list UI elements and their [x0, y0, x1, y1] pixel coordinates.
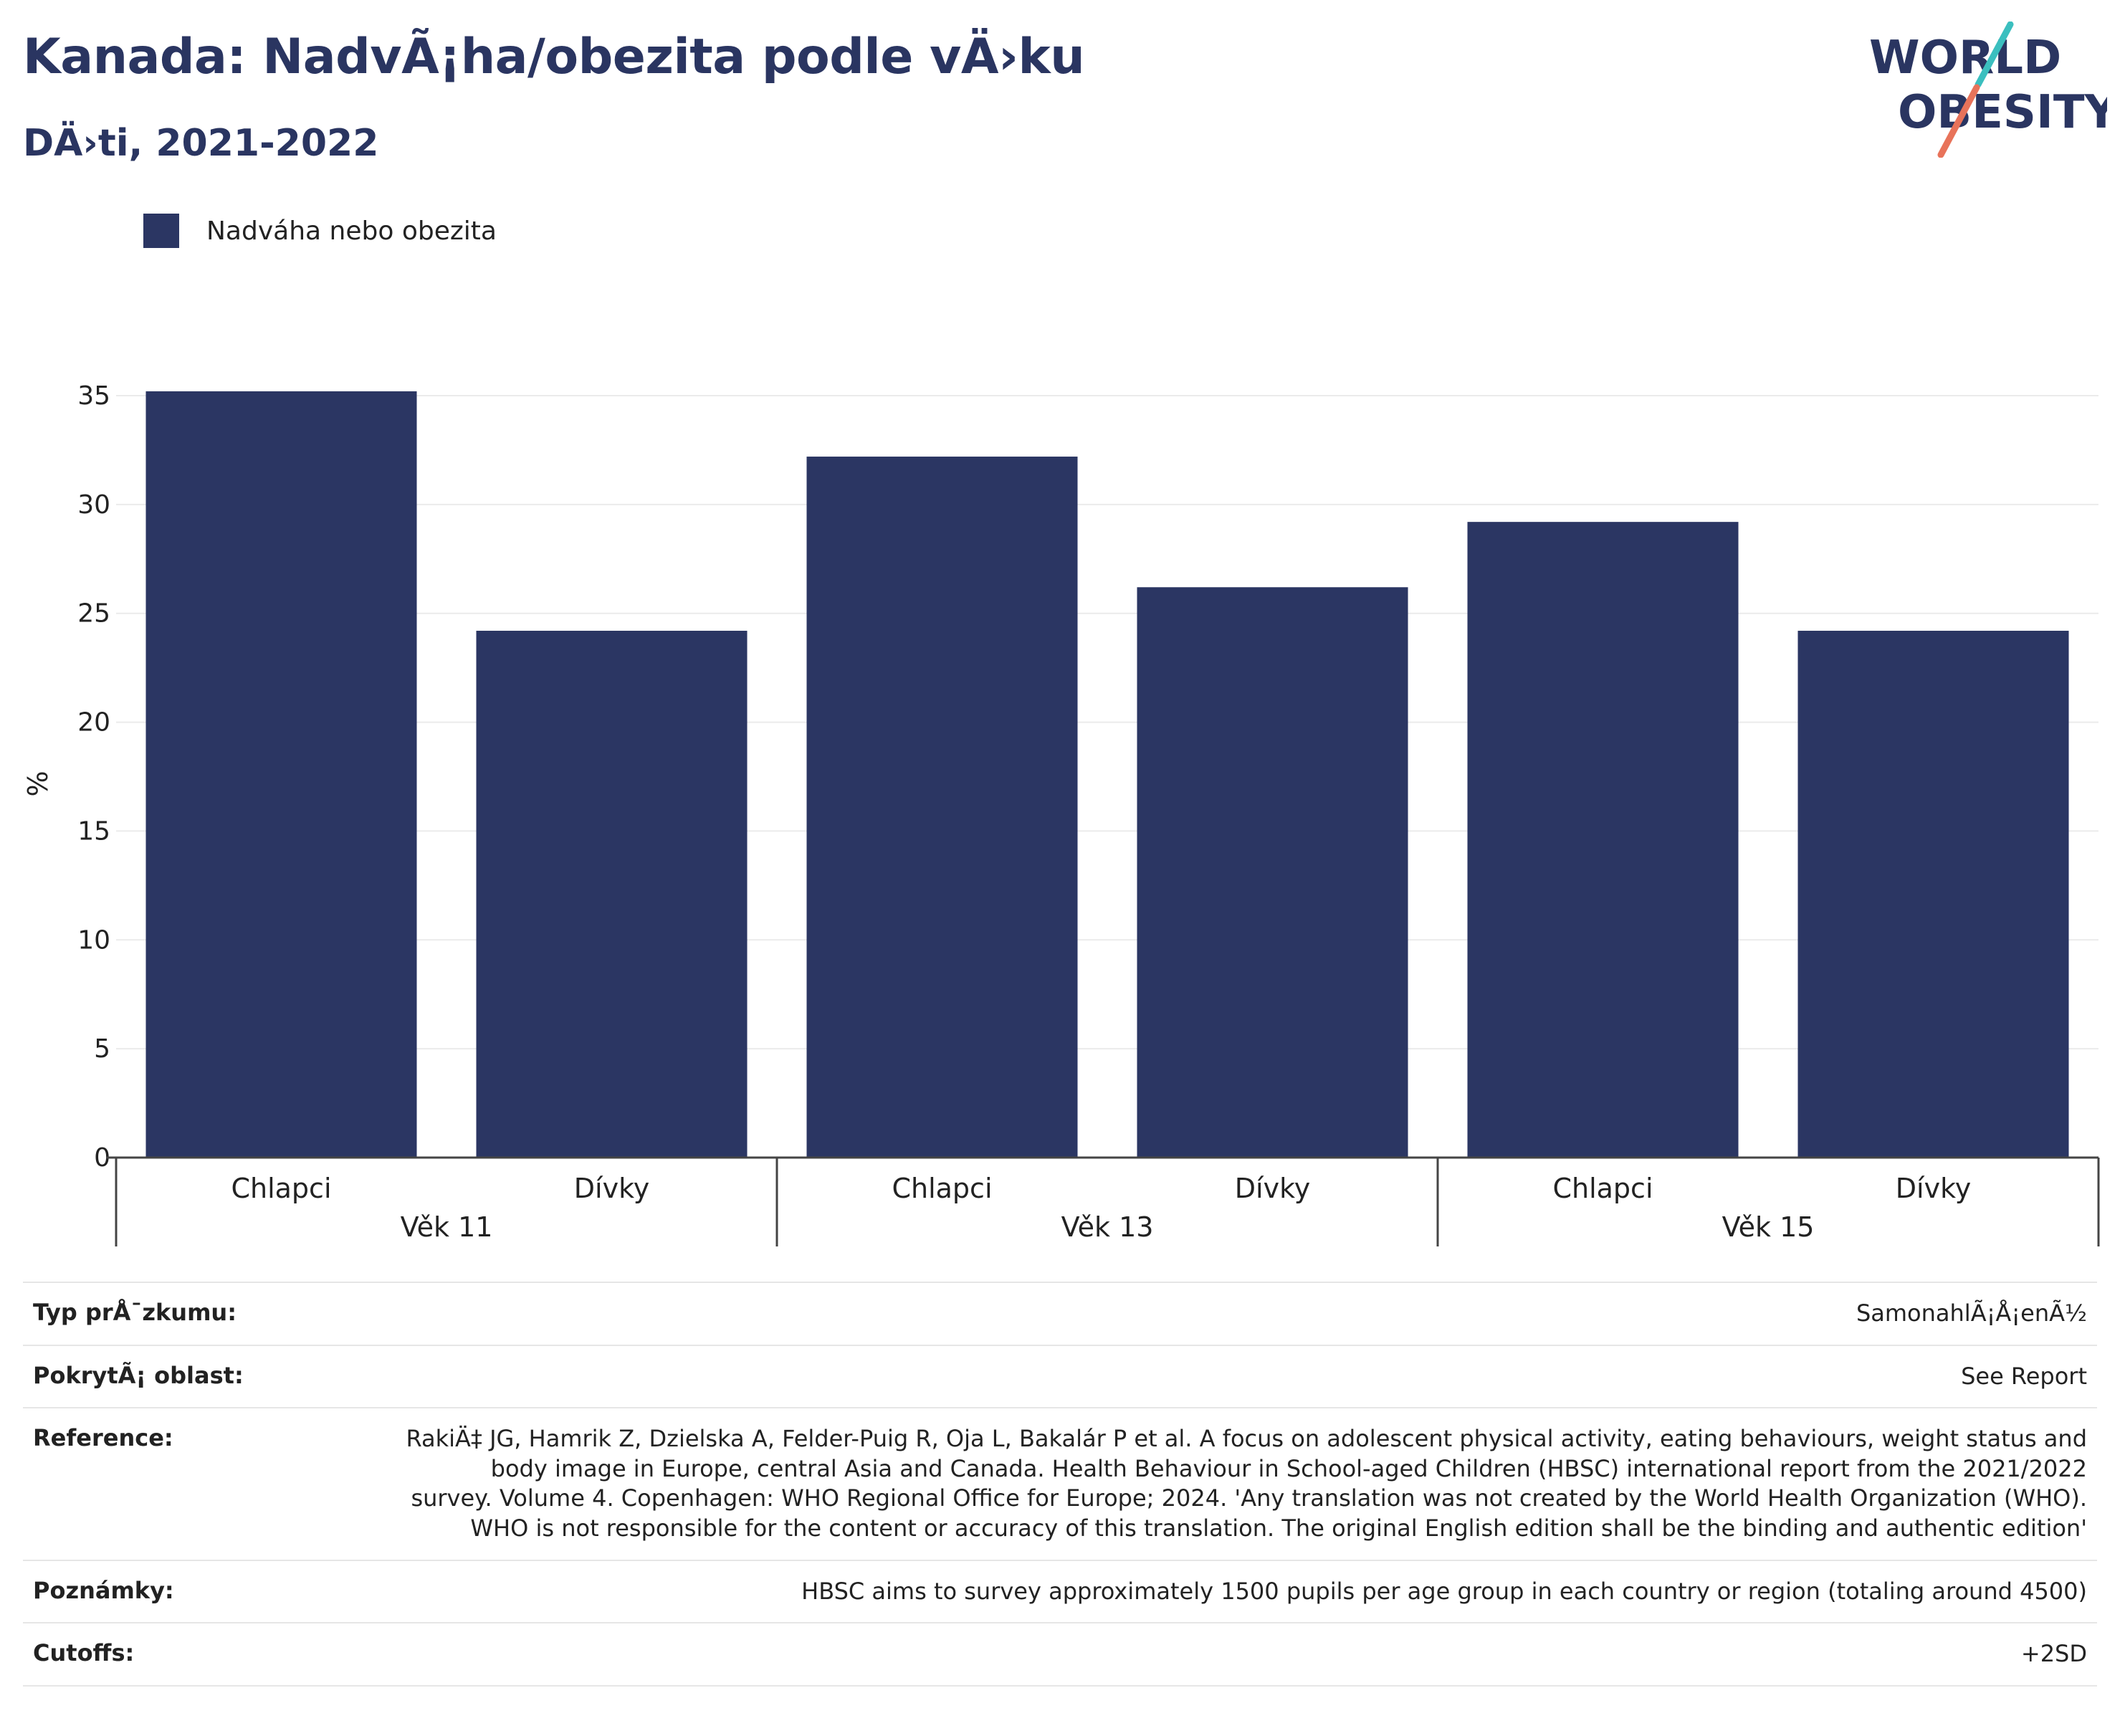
logo-slash-teal [1975, 22, 2014, 88]
x-category-label: Dívky [1235, 1173, 1310, 1204]
y-tick-label: 20 [77, 708, 110, 738]
bar [145, 391, 417, 1158]
bar [806, 457, 1078, 1158]
meta-value: See Report [1961, 1362, 2087, 1390]
logo-line1: WORLD [1869, 32, 2061, 85]
chart-subtitle: DÄ›ti, 2021-2022 [23, 122, 379, 165]
bar [1797, 631, 2069, 1158]
legend-swatch [143, 214, 179, 248]
x-group-label: Věk 11 [401, 1211, 493, 1243]
legend-label: Nadváha nebo obezita [206, 216, 497, 246]
y-axis-label: % [22, 771, 54, 796]
meta-row: Typ prÅ¯zkumu: SamonahlÃ¡Å¡enÃ½ [23, 1282, 2097, 1345]
legend: Nadváha nebo obezita [143, 214, 497, 248]
x-group-label: Věk 15 [1722, 1211, 1815, 1243]
y-tick-label: 15 [77, 816, 110, 846]
logo-line2: OBESITY [1898, 86, 2107, 139]
y-tick-label: 30 [77, 490, 110, 520]
meta-value: SamonahlÃ¡Å¡enÃ½ [1856, 1299, 2087, 1327]
meta-key: Typ prÅ¯zkumu: [33, 1299, 237, 1326]
chart-title: Kanada: NadvÃ¡ha/obezita podle vÄ›ku [23, 29, 1085, 85]
y-tick-label: 5 [94, 1034, 110, 1064]
meta-value: HBSC aims to survey approximately 1500 p… [801, 1577, 2087, 1605]
meta-row: PokrytÃ¡ oblast: See Report [23, 1344, 2097, 1408]
bar [476, 631, 748, 1158]
meta-value: +2SD [2020, 1640, 2087, 1668]
x-category-label: Chlapci [231, 1173, 331, 1204]
bar-chart: 0 5 10 15 20 25 30 35% Chlapci Dívky Věk 11 Chlapci… [22, 381, 2100, 1246]
meta-key: Reference: [33, 1424, 173, 1452]
x-group-label: Věk 13 [1061, 1211, 1154, 1243]
bar [1467, 522, 1739, 1158]
y-tick-label: 25 [77, 599, 110, 629]
meta-key: Poznámky: [33, 1576, 174, 1604]
y-tick-label: 35 [77, 381, 110, 411]
world-obesity-logo: WORLD OBESITY [1869, 22, 2107, 158]
meta-row: Poznámky: HBSC aims to survey approximate… [23, 1559, 2097, 1623]
y-tick-label: 0 [94, 1143, 110, 1173]
x-category-label: Dívky [574, 1173, 649, 1204]
x-category-label: Dívky [1896, 1173, 1971, 1204]
bar [1137, 587, 1408, 1158]
logo-slash-coral [1937, 84, 1980, 158]
meta-value: RakiÄ‡ JG, Hamrik Z, Dzielska A, Felder-… [406, 1425, 2087, 1542]
meta-row: Reference: RakiÄ‡ JG, Hamrik Z, Dzielska … [23, 1407, 2097, 1559]
meta-key: Cutoffs: [33, 1639, 135, 1667]
metadata-table: Typ prÅ¯zkumu: SamonahlÃ¡Å¡enÃ½ PokrytÃ¡ o… [23, 1282, 2097, 1687]
meta-key: PokrytÃ¡ oblast: [33, 1361, 244, 1389]
x-category-label: Chlapci [892, 1173, 992, 1204]
meta-row: Cutoffs: +2SD [23, 1622, 2097, 1687]
x-category-label: Chlapci [1552, 1173, 1653, 1204]
y-tick-label: 10 [77, 925, 110, 955]
